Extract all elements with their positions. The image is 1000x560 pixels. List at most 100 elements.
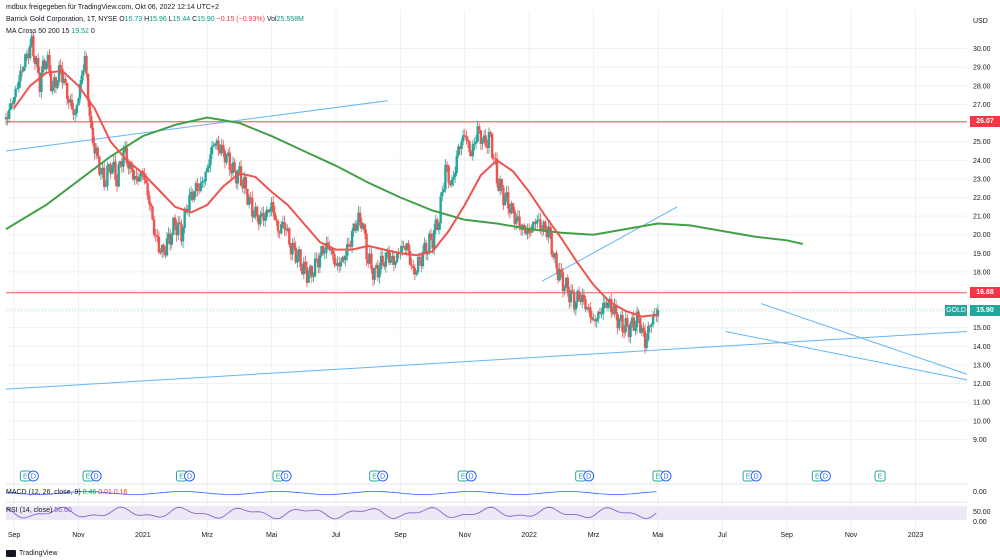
candle-body (524, 230, 528, 235)
candle-body (532, 221, 536, 225)
candle-body (370, 253, 373, 269)
candle-body (112, 161, 116, 168)
marker-letter: D (663, 474, 668, 481)
candle-body (228, 152, 231, 171)
candle-body (624, 318, 627, 332)
candle-body (410, 264, 413, 267)
high-value: 15.96 (149, 16, 167, 23)
marker-letter: E (656, 474, 661, 481)
tradingview-brand[interactable]: TradingView (6, 550, 58, 557)
candle-body (11, 103, 14, 105)
candle-body (72, 109, 75, 115)
candle-body (566, 277, 569, 293)
candle-body (102, 167, 106, 187)
candle-body (193, 191, 196, 200)
candle-body (502, 187, 505, 206)
candle-body (648, 325, 652, 327)
candle-body (537, 219, 541, 221)
candle-body (117, 164, 120, 187)
price-axis[interactable]: 9.0010.0011.0012.0013.0014.0015.0016.001… (973, 46, 991, 444)
rsi-tick-50: 50.00 (973, 509, 991, 516)
candle-body (128, 162, 132, 169)
x-tick-label: 2023 (908, 532, 924, 539)
candle-body (602, 303, 605, 314)
candle-body (77, 98, 80, 106)
candle-body (30, 35, 33, 46)
candle-body (650, 324, 653, 327)
candle-body (170, 234, 174, 245)
candle-body (156, 235, 159, 237)
candle-body (484, 135, 487, 146)
candle-body (555, 252, 558, 269)
marker-letter: E (179, 474, 184, 481)
candle-body (531, 224, 534, 233)
candle-body (616, 314, 619, 329)
candle-body (328, 246, 331, 251)
candle-body (38, 72, 42, 92)
candle-body (358, 212, 362, 223)
candle-body (542, 221, 545, 230)
candle-body (49, 71, 53, 92)
candle-body (62, 78, 66, 83)
ma200-line (5, 116, 804, 245)
close-value: 15.90 (197, 16, 215, 23)
candle-body (136, 177, 140, 182)
candle-body (342, 257, 346, 261)
candle-body (432, 230, 436, 249)
candle-body (157, 236, 161, 252)
trend-line (541, 206, 678, 282)
candle-body (368, 253, 371, 264)
candle-body (123, 147, 127, 151)
candle-body (381, 255, 384, 264)
candle-body (151, 206, 154, 220)
candle-body (375, 265, 378, 269)
tradingview-logo-icon (6, 550, 16, 557)
candle-body (178, 222, 182, 224)
candle-body (640, 327, 644, 333)
candle-body (265, 209, 268, 218)
moving-averages (5, 69, 804, 318)
marker-letter: E (372, 474, 377, 481)
symbol-ohlc-line: Barrick Gold Corporation, 1T, NYSE O15.7… (6, 15, 304, 24)
candle-body (286, 228, 289, 231)
volume-value: 25.558M (276, 16, 304, 23)
candle-body (479, 130, 483, 144)
candles (4, 30, 660, 354)
dividend-marker (280, 470, 292, 482)
x-tick-label: Mrz (588, 532, 600, 539)
candle-body (573, 293, 576, 310)
candle-body (569, 290, 573, 303)
macd-legend[interactable]: MACD (12, 26, close, 9) 0.46 0.01 0.16 (6, 488, 127, 497)
candle-body (349, 245, 352, 247)
candle-body (593, 319, 597, 322)
rsi-legend[interactable]: RSI (14, close) 56.60 (6, 506, 72, 515)
candle-body (292, 242, 296, 248)
time-axis[interactable]: Sep Nov 2021 Mrz Mai Jul Sep Nov 2022 Mrz Mai Jul Se… (8, 532, 924, 539)
y-tick-label: 19.00 (973, 251, 991, 258)
candle-body (503, 198, 507, 206)
candle-body (272, 202, 275, 213)
candle-body (243, 176, 246, 189)
ma-indicator-line[interactable]: MA Cross 50 200 15 19.52 0 (6, 27, 95, 36)
candle-body (94, 147, 98, 154)
open-label: O (119, 16, 125, 23)
candle-body (109, 164, 112, 174)
candle-body (12, 96, 16, 105)
candle-body (119, 161, 122, 165)
candle-body (508, 208, 512, 214)
candle-body (458, 146, 462, 150)
candle-body (534, 221, 537, 224)
candle-body (181, 227, 185, 242)
candle-body (180, 223, 183, 242)
candle-body (331, 249, 334, 254)
candle-body (69, 99, 72, 103)
candle-body (22, 67, 25, 72)
candle-body (515, 218, 518, 224)
candle-body (507, 192, 510, 209)
x-tick-label: Sep (8, 532, 21, 539)
candle-body (441, 191, 444, 197)
candle-body (20, 70, 24, 72)
ma50-line (13, 69, 659, 318)
